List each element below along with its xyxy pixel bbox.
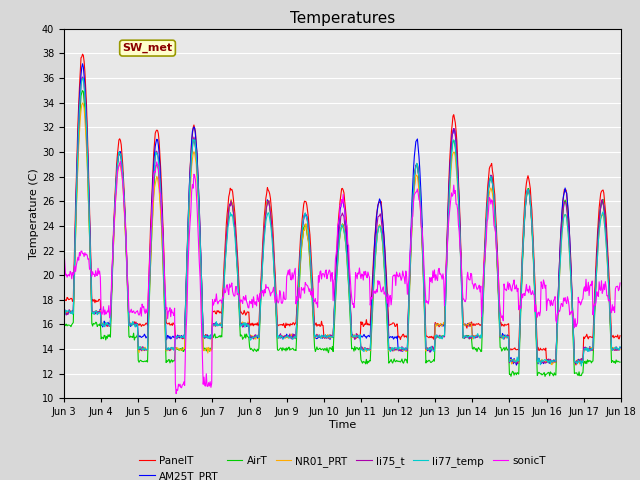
AM25T_PRT [185, 206, 193, 212]
AM25T_PRT [79, 61, 86, 67]
li77_temp [128, 323, 136, 328]
li75_t [128, 321, 136, 326]
Line: NR01_PRT: NR01_PRT [64, 103, 620, 365]
AM25T_PRT [513, 362, 520, 368]
AirT [79, 88, 86, 94]
PanelT [427, 335, 435, 340]
AirT [410, 176, 418, 181]
li75_t [616, 345, 624, 350]
sonicT [428, 275, 435, 280]
AirT [70, 291, 78, 297]
li75_t [513, 361, 521, 367]
li77_temp [616, 344, 624, 349]
Line: AM25T_PRT: AM25T_PRT [64, 64, 620, 365]
NR01_PRT [60, 309, 68, 315]
NR01_PRT [185, 227, 193, 233]
Line: AirT: AirT [64, 91, 620, 376]
AirT [60, 322, 68, 327]
li75_t [70, 281, 78, 287]
NR01_PRT [616, 347, 624, 352]
sonicT [60, 248, 68, 253]
AirT [214, 334, 221, 340]
AM25T_PRT [60, 310, 68, 316]
PanelT [128, 322, 136, 327]
NR01_PRT [128, 322, 136, 327]
li75_t [79, 74, 86, 80]
Title: Temperatures: Temperatures [290, 11, 395, 26]
sonicT [116, 158, 124, 164]
NR01_PRT [410, 184, 418, 190]
sonicT [172, 391, 180, 396]
PanelT [616, 333, 624, 338]
AM25T_PRT [410, 154, 418, 159]
sonicT [128, 310, 136, 315]
NR01_PRT [214, 323, 221, 328]
PanelT [60, 297, 68, 303]
PanelT [79, 51, 86, 57]
NR01_PRT [548, 362, 556, 368]
li77_temp [70, 279, 78, 285]
li75_t [427, 344, 435, 350]
AM25T_PRT [616, 345, 624, 350]
Legend: PanelT, AM25T_PRT, AirT, NR01_PRT, li75_t, li77_temp, sonicT: PanelT, AM25T_PRT, AirT, NR01_PRT, li75_… [135, 452, 550, 480]
li75_t [410, 173, 418, 179]
li77_temp [214, 322, 221, 327]
sonicT [186, 233, 193, 239]
li77_temp [427, 347, 435, 352]
AirT [541, 373, 549, 379]
PanelT [214, 309, 221, 315]
PanelT [70, 264, 78, 270]
Text: SW_met: SW_met [122, 43, 173, 53]
li77_temp [577, 363, 585, 369]
sonicT [215, 299, 223, 304]
AM25T_PRT [214, 322, 221, 328]
li75_t [214, 322, 221, 328]
sonicT [70, 270, 78, 276]
li77_temp [410, 173, 418, 179]
Line: sonicT: sonicT [64, 161, 620, 394]
AM25T_PRT [70, 277, 78, 283]
AM25T_PRT [128, 321, 136, 326]
PanelT [185, 206, 193, 212]
AirT [185, 218, 193, 224]
li77_temp [185, 211, 193, 217]
Line: li75_t: li75_t [64, 77, 620, 364]
X-axis label: Time: Time [329, 420, 356, 430]
sonicT [412, 191, 419, 196]
AirT [616, 359, 624, 365]
PanelT [572, 362, 580, 368]
li75_t [60, 311, 68, 317]
Line: PanelT: PanelT [64, 54, 620, 365]
li77_temp [79, 75, 86, 81]
AM25T_PRT [427, 349, 435, 355]
AirT [427, 360, 435, 365]
Y-axis label: Temperature (C): Temperature (C) [29, 168, 39, 259]
Line: li77_temp: li77_temp [64, 78, 620, 366]
li75_t [185, 214, 193, 220]
NR01_PRT [427, 345, 435, 351]
PanelT [410, 175, 418, 181]
NR01_PRT [79, 100, 86, 106]
li77_temp [60, 305, 68, 311]
sonicT [616, 280, 624, 286]
NR01_PRT [70, 282, 78, 288]
AirT [128, 334, 136, 339]
